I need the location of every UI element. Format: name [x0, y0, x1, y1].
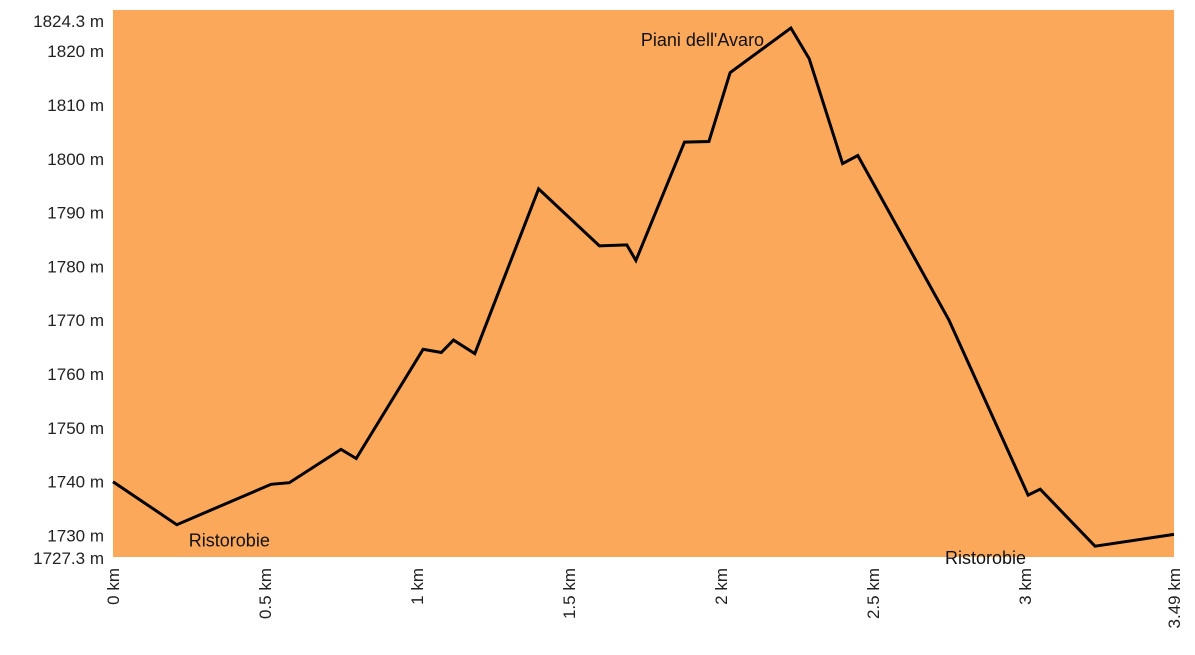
- y-tick-label: 1800 m: [47, 150, 104, 169]
- y-tick-label: 1810 m: [47, 96, 104, 115]
- y-tick-label: 1740 m: [47, 473, 104, 492]
- y-tick-label: 1820 m: [47, 42, 104, 61]
- location-annotation: Ristorobie: [945, 548, 1026, 568]
- x-tick-label: 3 km: [1016, 568, 1035, 605]
- x-tick-label: 1.5 km: [560, 568, 579, 619]
- x-tick-label: 1 km: [408, 568, 427, 605]
- y-tick-label: 1770 m: [47, 311, 104, 330]
- y-axis: 1824.3 m 1820 m 1810 m 1800 m 1790 m 1780 m 17…: [33, 12, 104, 568]
- series-layer: [112, 25, 1175, 548]
- y-tick-label: 1780 m: [47, 257, 104, 276]
- x-tick-label: 2 km: [712, 568, 731, 605]
- annotation-layer: Piani dell'Avaro Ristorobie Ristorobie: [189, 30, 1026, 568]
- y-tick-label: 1790 m: [47, 204, 104, 223]
- location-annotation: Ristorobie: [189, 531, 270, 551]
- location-annotation: Piani dell'Avaro: [641, 30, 764, 50]
- x-axis: 0 km 0.5 km 1 km 1.5 km 2 km 2.5 km 3 km 3.49 k…: [104, 568, 1184, 628]
- y-tick-label: 1727.3 m: [33, 549, 104, 568]
- x-tick-label: 3.49 km: [1165, 568, 1184, 628]
- y-tick-label: 1730 m: [47, 527, 104, 546]
- y-tick-label: 1760 m: [47, 365, 104, 384]
- plot-background: [113, 10, 1174, 557]
- y-tick-label: 1824.3 m: [33, 12, 104, 31]
- x-tick-label: 0 km: [104, 568, 123, 605]
- elevation-line: [112, 25, 1175, 548]
- y-tick-label: 1750 m: [47, 419, 104, 438]
- x-tick-label: 2.5 km: [864, 568, 883, 619]
- x-tick-label: 0.5 km: [256, 568, 275, 619]
